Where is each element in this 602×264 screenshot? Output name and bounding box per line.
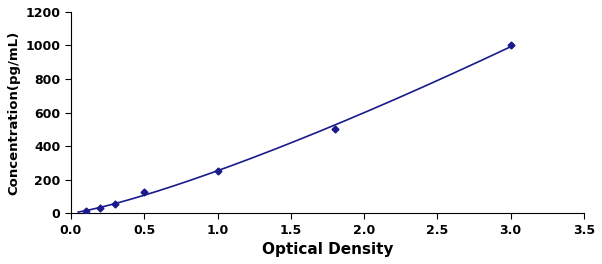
X-axis label: Optical Density: Optical Density bbox=[262, 242, 393, 257]
Y-axis label: Concentration(pg/mL): Concentration(pg/mL) bbox=[7, 30, 20, 195]
